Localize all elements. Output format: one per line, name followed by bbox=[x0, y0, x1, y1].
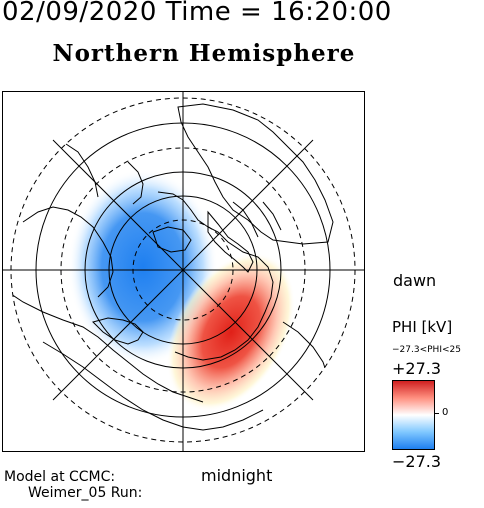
colorbar bbox=[392, 380, 435, 450]
hemisphere-title: Northern Hemisphere bbox=[52, 40, 356, 67]
meridians bbox=[3, 92, 364, 451]
run-label: Weimer_05 Run: bbox=[28, 485, 143, 501]
polar-map bbox=[2, 91, 365, 452]
colorbar-min-label: −27.3 bbox=[392, 452, 442, 471]
dawn-label: dawn bbox=[393, 271, 437, 290]
colorbar-range: −27.3<PHI<25 bbox=[392, 345, 461, 355]
positive-potential-cell bbox=[166, 252, 296, 412]
colorbar-max-label: +27.3 bbox=[392, 359, 442, 378]
meridian-diag-2 bbox=[52, 139, 314, 401]
colorbar-title: PHI [kV] bbox=[392, 318, 453, 336]
timestamp-title: 02/09/2020 Time = 16:20:00 bbox=[2, 0, 392, 27]
potential-cells bbox=[68, 169, 296, 412]
colorbar-zero-label: 0 bbox=[442, 407, 449, 418]
midnight-label: midnight bbox=[201, 466, 273, 485]
polar-map-svg bbox=[3, 92, 364, 451]
colorbar-zero-tick bbox=[434, 413, 439, 414]
model-label: Model at CCMC: bbox=[4, 469, 116, 485]
